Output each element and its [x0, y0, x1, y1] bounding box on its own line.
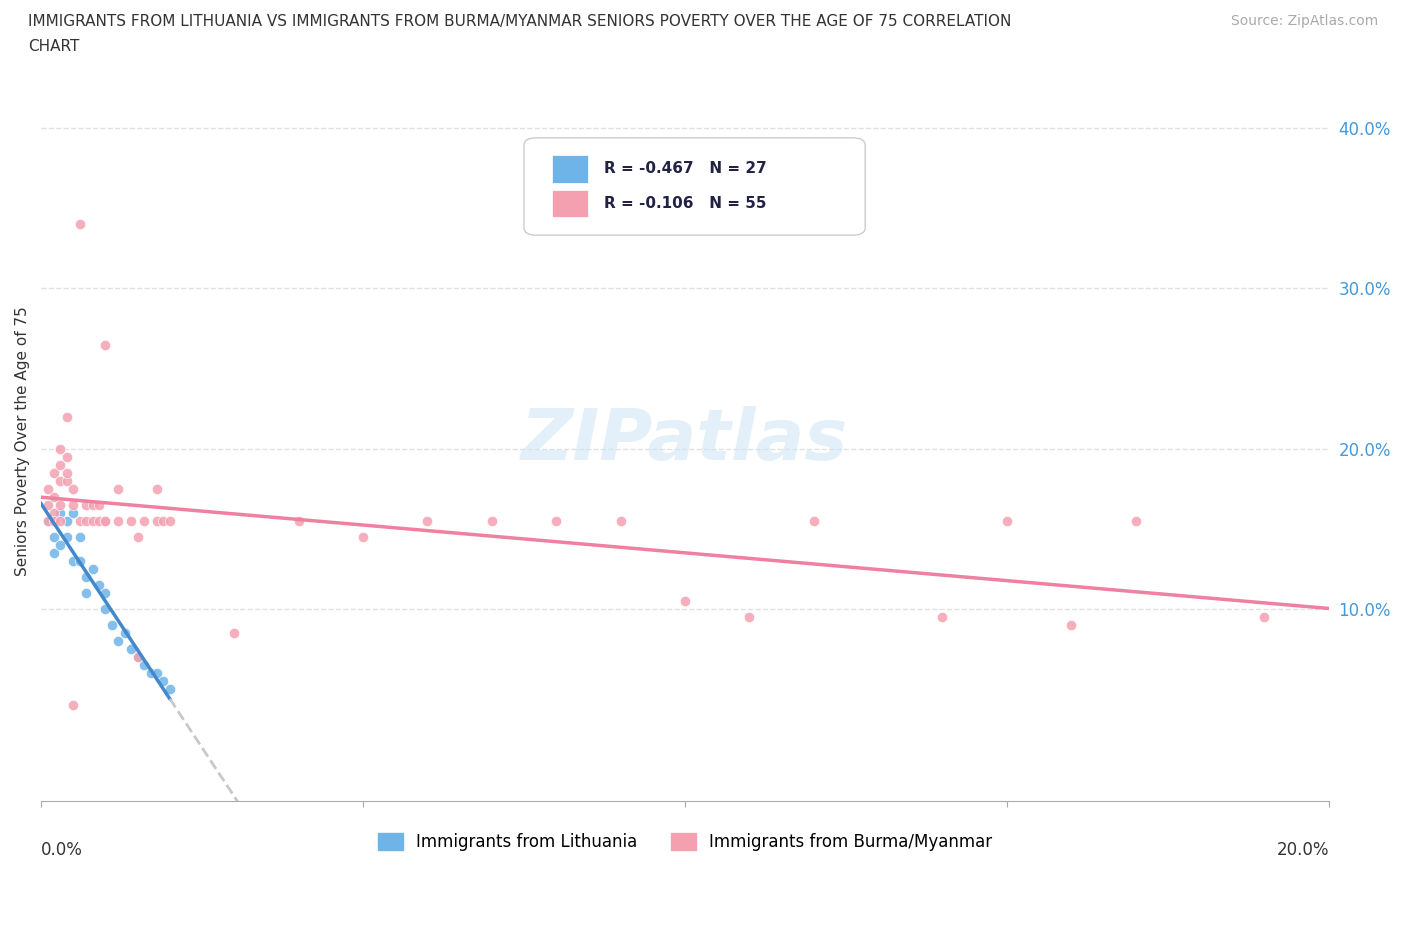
Point [101, 618, 124, 632]
Text: Source: ZipAtlas.com: Source: ZipAtlas.com [1230, 14, 1378, 28]
Point [738, 610, 761, 625]
Text: ZIPatlas: ZIPatlas [522, 406, 849, 475]
Point [87, 513, 110, 528]
Point [69, 553, 91, 568]
Point [94, 513, 117, 528]
Point [546, 513, 568, 528]
Point [82, 498, 104, 512]
Point [87, 498, 110, 512]
Point [49, 538, 72, 552]
Point [56, 409, 79, 424]
Point [42, 513, 65, 528]
Text: 20.0%: 20.0% [1277, 842, 1329, 859]
Point [152, 673, 174, 688]
Point [1253, 610, 1275, 625]
Point [224, 626, 246, 641]
FancyBboxPatch shape [524, 138, 865, 235]
Point [56, 465, 79, 480]
Point [1125, 513, 1147, 528]
Point [75, 569, 97, 584]
Point [69, 513, 91, 528]
Point [1060, 618, 1083, 632]
Point [62, 482, 84, 497]
Point [287, 513, 309, 528]
Point [49, 498, 72, 512]
Point [56, 473, 79, 488]
Point [152, 513, 174, 528]
Y-axis label: Seniors Poverty Over the Age of 75: Seniors Poverty Over the Age of 75 [15, 306, 30, 576]
Point [146, 513, 169, 528]
Point [75, 586, 97, 601]
Text: 0.0%: 0.0% [41, 842, 83, 859]
Point [127, 529, 149, 544]
Point [42, 546, 65, 561]
Point [75, 498, 97, 512]
Point [56, 449, 79, 464]
Point [481, 513, 503, 528]
Point [62, 698, 84, 712]
Legend: Immigrants from Lithuania, Immigrants from Burma/Myanmar: Immigrants from Lithuania, Immigrants fr… [371, 827, 998, 858]
Point [120, 642, 142, 657]
Point [82, 513, 104, 528]
Text: R = -0.467   N = 27: R = -0.467 N = 27 [603, 161, 766, 177]
Point [107, 482, 129, 497]
Point [42, 505, 65, 520]
Point [352, 529, 374, 544]
Point [107, 513, 129, 528]
Point [107, 633, 129, 648]
Point [56, 529, 79, 544]
Point [931, 610, 953, 625]
Point [416, 513, 439, 528]
Point [75, 513, 97, 528]
Point [127, 650, 149, 665]
Point [134, 513, 156, 528]
Point [803, 513, 825, 528]
Point [42, 489, 65, 504]
FancyBboxPatch shape [553, 155, 588, 182]
Point [673, 593, 696, 608]
Point [56, 513, 79, 528]
FancyBboxPatch shape [553, 190, 588, 217]
Text: IMMIGRANTS FROM LITHUANIA VS IMMIGRANTS FROM BURMA/MYANMAR SENIORS POVERTY OVER : IMMIGRANTS FROM LITHUANIA VS IMMIGRANTS … [28, 14, 1011, 29]
Point [37, 513, 59, 528]
Point [69, 529, 91, 544]
Point [134, 658, 156, 672]
Point [127, 650, 149, 665]
Point [49, 473, 72, 488]
Point [49, 442, 72, 457]
Point [37, 482, 59, 497]
Point [94, 338, 117, 352]
Text: R = -0.106   N = 55: R = -0.106 N = 55 [603, 196, 766, 211]
Point [609, 513, 631, 528]
Point [37, 498, 59, 512]
Point [159, 513, 181, 528]
Point [159, 682, 181, 697]
Point [120, 513, 142, 528]
Point [87, 578, 110, 592]
Point [139, 666, 162, 681]
Point [49, 458, 72, 472]
Point [94, 586, 117, 601]
Point [94, 602, 117, 617]
Point [49, 505, 72, 520]
Point [49, 513, 72, 528]
Point [995, 513, 1018, 528]
Point [42, 465, 65, 480]
Point [82, 562, 104, 577]
Point [94, 513, 117, 528]
Point [146, 666, 169, 681]
Point [42, 529, 65, 544]
Point [62, 553, 84, 568]
Point [62, 505, 84, 520]
Point [114, 626, 136, 641]
Point [146, 482, 169, 497]
Text: CHART: CHART [28, 39, 80, 54]
Point [62, 498, 84, 512]
Point [37, 513, 59, 528]
Point [69, 217, 91, 232]
